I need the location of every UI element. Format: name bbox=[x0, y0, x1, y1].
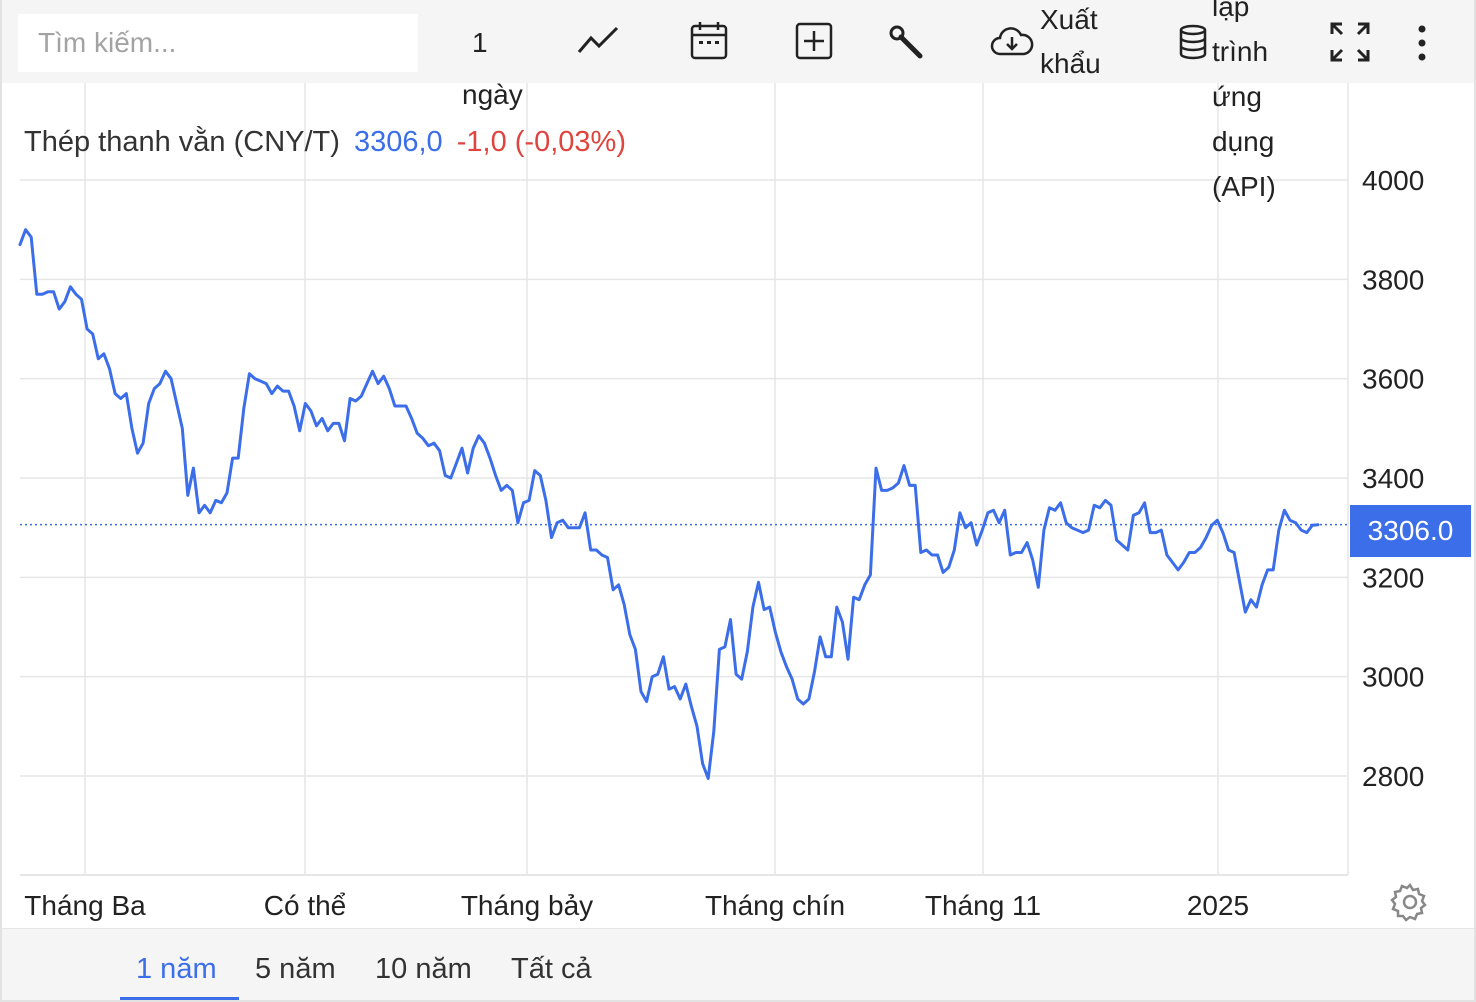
range-5y[interactable]: 5 năm bbox=[255, 953, 336, 985]
x-axis: Tháng Ba Có thể Tháng bảy Tháng chín Tháng 1… bbox=[24, 890, 1249, 921]
x-tick-label: Tháng bảy bbox=[461, 890, 593, 921]
api-label-line4: dụng bbox=[1212, 126, 1275, 157]
y-tick-label: 3000 bbox=[1362, 662, 1424, 693]
chart-title: Thép thanh vằn (CNY/T) 3306,0 -1,0 (-0,0… bbox=[24, 126, 626, 159]
interval-button[interactable]: 1 bbox=[472, 20, 488, 65]
toolbar: 1 Xuất bbox=[2, 0, 1474, 83]
series-line bbox=[18, 228, 1320, 780]
x-tick-label: 2025 bbox=[1187, 890, 1249, 921]
y-tick-label: 3400 bbox=[1362, 463, 1424, 494]
range-selector: 1 năm 5 năm 10 năm Tất cả bbox=[2, 928, 1474, 1000]
x-tick-label: Có thể bbox=[264, 890, 347, 921]
export-label-line1: Xuất bbox=[1040, 4, 1098, 35]
x-tick-label: Tháng Ba bbox=[24, 890, 146, 921]
cloud-download-icon bbox=[990, 27, 1034, 56]
database-icon bbox=[1179, 24, 1207, 60]
more-vert-icon bbox=[1418, 25, 1426, 61]
export-label-line2: khẩu bbox=[1040, 48, 1101, 79]
range-1y[interactable]: 1 năm bbox=[136, 953, 217, 985]
y-tick-label: 3800 bbox=[1362, 264, 1424, 295]
export-label[interactable]: Xuất khẩu bbox=[1040, 0, 1101, 86]
y-axis: 2800 3000 3200 3400 3600 3800 4000 bbox=[1362, 165, 1424, 792]
wrench-icon bbox=[889, 25, 923, 59]
interval-label: 1 bbox=[472, 27, 488, 58]
instrument-change: -1,0 (-0,03%) bbox=[456, 126, 626, 158]
chart-type-button[interactable] bbox=[577, 22, 619, 62]
chart-settings-button[interactable] bbox=[1390, 882, 1430, 927]
search-input[interactable] bbox=[18, 14, 418, 72]
last-price-tag: 3306.0 bbox=[1350, 505, 1471, 557]
y-tick-label: 4000 bbox=[1362, 165, 1424, 196]
interval-label-2[interactable]: ngày bbox=[462, 79, 523, 110]
api-button[interactable] bbox=[1178, 24, 1208, 60]
calendar-button[interactable] bbox=[690, 20, 728, 60]
api-label-line5: (API) bbox=[1212, 171, 1276, 202]
api-label[interactable]: lập trình ứng dụng (API) bbox=[1212, 0, 1276, 209]
export-button[interactable] bbox=[990, 26, 1034, 58]
api-label-line2: trình bbox=[1212, 36, 1269, 67]
y-tick-label: 3200 bbox=[1362, 562, 1424, 593]
y-tick-label: 3600 bbox=[1362, 364, 1424, 395]
calendar-icon bbox=[690, 22, 728, 60]
range-all[interactable]: Tất cả bbox=[511, 953, 592, 985]
x-tick-label: Tháng 11 bbox=[925, 890, 1041, 921]
fullscreen-icon bbox=[1330, 22, 1370, 62]
instrument-name: Thép thanh vằn (CNY/T) bbox=[24, 126, 340, 158]
gear-icon bbox=[1390, 882, 1427, 922]
api-label-line1: lập bbox=[1212, 0, 1250, 22]
api-label-line3: ứng bbox=[1212, 81, 1262, 112]
y-tick-label: 2800 bbox=[1362, 761, 1424, 792]
line-chart-icon bbox=[577, 26, 619, 53]
range-active-indicator bbox=[120, 997, 239, 1000]
settings-tool-button[interactable] bbox=[888, 24, 926, 62]
x-tick-label: Tháng chín bbox=[705, 890, 845, 921]
add-icon bbox=[795, 22, 833, 60]
fullscreen-button[interactable] bbox=[1330, 22, 1370, 62]
instrument-price: 3306,0 bbox=[353, 126, 443, 158]
more-button[interactable] bbox=[1412, 24, 1432, 64]
chart-grid bbox=[20, 82, 1349, 876]
compare-button[interactable] bbox=[795, 22, 833, 60]
range-10y[interactable]: 10 năm bbox=[375, 953, 472, 985]
